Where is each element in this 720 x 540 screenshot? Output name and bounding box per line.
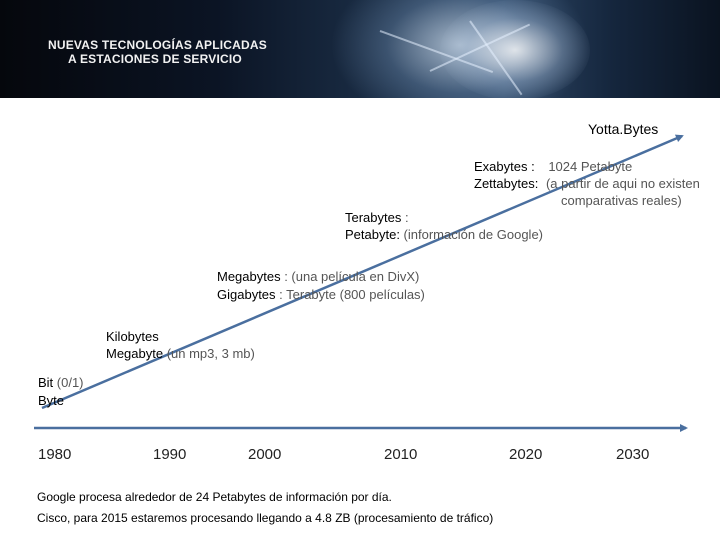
footer-line-1: Google procesa alrededor de 24 Petabytes… bbox=[37, 490, 392, 504]
year-label: 2010 bbox=[384, 446, 418, 463]
giga-value: : Terabyte (800 películas) bbox=[275, 287, 425, 302]
byte-key: Byte bbox=[38, 393, 65, 408]
label-megabytes: Megabytes : (una película en DivX) bbox=[217, 268, 419, 285]
bit-key: Bit bbox=[38, 375, 54, 390]
peta-key: Petabyte: bbox=[345, 227, 400, 242]
label-exabytes: Exabytes : 1024 Petabyte bbox=[474, 158, 632, 175]
year-label: 2020 bbox=[509, 446, 543, 463]
label-terabytes: Terabytes : bbox=[345, 209, 409, 226]
peta-value: (información de Google) bbox=[399, 227, 544, 242]
exa-value: 1024 Petabyte bbox=[548, 159, 633, 174]
yotta-text: Yotta.Bytes bbox=[588, 121, 659, 137]
kilo-key: Kilobytes bbox=[106, 329, 159, 344]
year-label: 1990 bbox=[153, 446, 187, 463]
tera-sep: : bbox=[401, 210, 409, 225]
bit-value: (0/1) bbox=[53, 375, 84, 390]
label-petabyte: Petabyte: (información de Google) bbox=[345, 226, 543, 243]
title-line-2: A ESTACIONES DE SERVICIO bbox=[68, 52, 242, 66]
footer-line-2: Cisco, para 2015 estaremos procesando ll… bbox=[37, 511, 494, 525]
mega2-value: (un mp3, 3 mb) bbox=[163, 346, 255, 361]
year-label: 1980 bbox=[38, 446, 72, 463]
header-banner: NUEVAS TECNOLOGÍAS APLICADAS A ESTACIONE… bbox=[0, 0, 720, 98]
mega-value: : (una película en DivX) bbox=[280, 269, 420, 284]
label-byte: Byte bbox=[38, 392, 64, 409]
label-kilobytes: Kilobytes bbox=[106, 328, 159, 345]
year-label: 2000 bbox=[248, 446, 282, 463]
title-line-1: NUEVAS TECNOLOGÍAS APLICADAS bbox=[48, 38, 267, 52]
growth-arrow bbox=[41, 134, 684, 410]
label-bit: Bit (0/1) bbox=[38, 374, 84, 391]
label-zettabytes: Zettabytes: (a partir de aqui no existen bbox=[474, 175, 700, 192]
mega2-key: Megabyte bbox=[106, 346, 164, 361]
tera-key: Terabytes bbox=[345, 210, 402, 225]
label-yottabytes: Yotta.Bytes bbox=[588, 121, 658, 138]
zetta-value: (a partir de aqui no existen bbox=[545, 176, 700, 191]
banner-flash bbox=[440, 0, 590, 98]
zetta-key: Zettabytes: bbox=[474, 176, 539, 191]
exa-key: Exabytes : bbox=[474, 159, 535, 174]
page-title: NUEVAS TECNOLOGÍAS APLICADAS A ESTACIONE… bbox=[48, 38, 267, 66]
label-gigabytes: Gigabytes : Terabyte (800 películas) bbox=[217, 286, 425, 303]
label-zettabytes-cont: comparativas reales) bbox=[561, 193, 682, 208]
label-megabyte: Megabyte (un mp3, 3 mb) bbox=[106, 345, 255, 362]
year-label: 2030 bbox=[616, 446, 650, 463]
mega-key: Megabytes bbox=[217, 269, 281, 284]
giga-key: Gigabytes bbox=[217, 287, 276, 302]
